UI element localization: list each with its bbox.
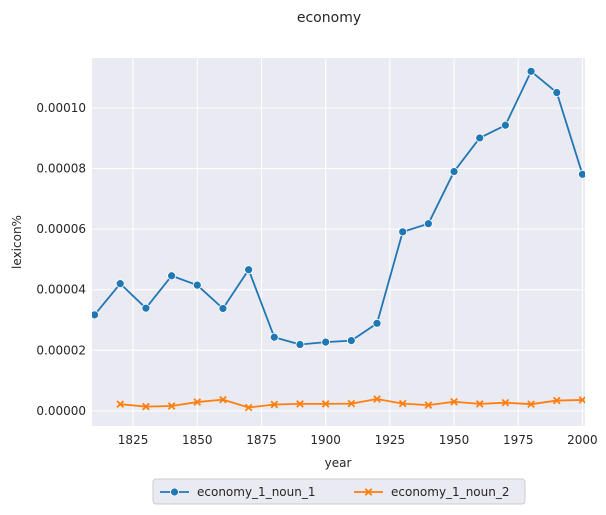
y-tick-label: 0.00008 [36, 162, 86, 176]
x-tick-label: 1975 [503, 433, 534, 447]
data-point [373, 395, 381, 403]
data-point [423, 219, 433, 229]
marker-stroke [398, 399, 407, 408]
data-point [501, 120, 510, 130]
data-point [346, 336, 356, 345]
data-point [372, 318, 382, 328]
legend-frame [152, 478, 526, 505]
marker-stroke [321, 400, 330, 408]
y-axis-label: lexicon% [10, 215, 24, 269]
marker-stroke [167, 402, 176, 410]
data-point [552, 396, 561, 405]
y-tick-label: 0.00000 [36, 404, 86, 418]
data-point [141, 303, 151, 313]
data-point [244, 265, 254, 275]
marker-stroke [296, 400, 304, 408]
x-tick-label: 1825 [118, 433, 149, 447]
legend-label: economy_1_noun_2 [391, 485, 510, 499]
x-tick-label: 2000 [567, 433, 598, 447]
data-point [218, 304, 228, 313]
data-point [321, 400, 330, 408]
marker-stroke [364, 488, 373, 496]
data-point [501, 398, 510, 407]
data-point [167, 402, 176, 410]
data-point [92, 310, 99, 320]
x-tick-label: 1875 [246, 433, 277, 447]
marker-stroke [142, 402, 150, 411]
x-tick-label: 1950 [439, 433, 470, 447]
data-point [167, 271, 176, 281]
y-tick-label: 0.00006 [36, 222, 86, 236]
marker-stroke [116, 400, 125, 409]
marker-stroke [270, 400, 279, 409]
data-point [347, 399, 356, 408]
data-point [170, 487, 179, 497]
series-economy_1_noun_2 [116, 395, 585, 412]
data-point [552, 88, 562, 97]
data-point [296, 400, 304, 408]
data-point [192, 280, 202, 290]
y-tick-label: 0.00004 [36, 283, 86, 297]
data-point [398, 399, 407, 408]
data-point [398, 227, 408, 237]
y-tick-label: 0.00002 [36, 343, 86, 357]
chart-title: economy [297, 10, 361, 26]
data-point [578, 169, 585, 179]
data-point [364, 488, 373, 496]
series-line [93, 70, 584, 346]
data-point [321, 337, 331, 347]
data-point [269, 332, 279, 342]
data-point [244, 403, 253, 412]
x-axis-label: year [325, 456, 352, 470]
data-point [475, 400, 484, 408]
data-point [450, 397, 458, 406]
grid-lines [92, 58, 585, 426]
y-tick-label: 0.00010 [36, 101, 86, 115]
marker-stroke [219, 395, 227, 404]
legend: economy_1_noun_1 economy_1_noun_2 [152, 478, 526, 505]
marker-stroke [347, 399, 356, 408]
series-economy_1_noun_1 [92, 66, 585, 349]
data-point [219, 395, 227, 404]
data-point [526, 66, 536, 76]
data-point [142, 402, 150, 411]
marker-stroke [450, 397, 458, 406]
data-point [116, 400, 125, 409]
marker-stroke [193, 398, 202, 406]
data-point [527, 400, 535, 409]
data-point [270, 400, 279, 409]
marker-stroke [244, 403, 253, 412]
data-point [578, 396, 585, 404]
marker-stroke [424, 401, 433, 409]
data-point [193, 398, 202, 406]
legend-item: economy_1_noun_2 [354, 485, 510, 499]
marker-stroke [501, 398, 510, 407]
data-point [295, 340, 305, 349]
marker-stroke [475, 400, 484, 408]
data-point [424, 401, 433, 409]
marker-stroke [578, 396, 585, 404]
x-tick-label: 1900 [310, 433, 341, 447]
legend-item: economy_1_noun_1 [160, 485, 316, 499]
x-tick-label: 1925 [375, 433, 406, 447]
data-point [475, 133, 485, 143]
y-tick-labels: 0.00000 0.00002 0.00004 0.00006 0.00008 0.000… [36, 101, 86, 418]
x-tick-label: 1850 [182, 433, 213, 447]
data-point [115, 279, 125, 289]
marker-stroke [373, 395, 381, 403]
data-point [449, 167, 459, 176]
series-layer [92, 66, 585, 412]
marker-stroke [552, 396, 561, 405]
plot-area [92, 58, 585, 426]
x-tick-labels: 1825 1850 1875 1900 1925 1950 1975 2000 [118, 433, 598, 447]
legend-label: economy_1_noun_1 [197, 485, 316, 499]
marker-stroke [527, 400, 535, 409]
